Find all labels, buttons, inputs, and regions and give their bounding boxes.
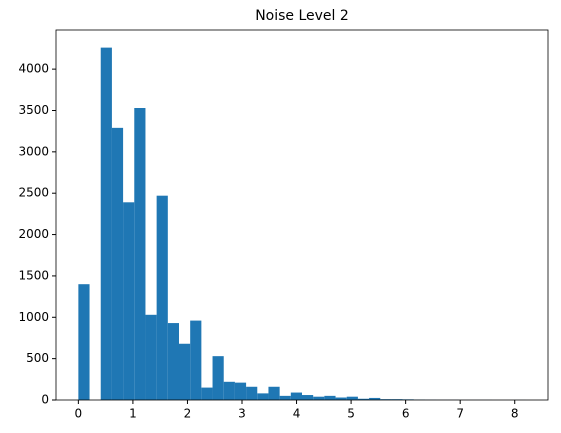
bar [100,47,112,400]
bar [123,202,135,400]
y-tick-label: 500 [26,351,49,365]
x-tick-label: 3 [238,407,246,421]
x-tick-label: 5 [347,407,355,421]
y-tick-label: 1500 [18,268,49,282]
bar [167,323,179,400]
y-tick-label: 4000 [18,62,49,76]
bar [279,395,291,400]
y-tick-label: 1000 [18,310,49,324]
bar [357,398,370,400]
bar [234,382,247,400]
bar [111,127,124,401]
x-tick-label: 4 [293,407,301,421]
x-tick-label: 2 [184,407,192,421]
bar [156,195,168,400]
x-tick-label: 0 [75,407,83,421]
bar [335,397,347,400]
x-tick-label: 7 [456,407,464,421]
bar [179,343,191,400]
bar [369,397,381,400]
bar [190,320,202,400]
bar [302,395,314,400]
x-tick-label: 1 [129,407,137,421]
bar [346,396,358,400]
plot-frame [55,29,549,401]
y-tick-label: 2000 [18,227,49,241]
bar [391,399,403,400]
bar [380,399,392,400]
bar [257,393,269,400]
bar [145,314,157,400]
bar [324,395,336,400]
bar [78,284,90,400]
bar [201,387,213,400]
y-tick-label: 0 [41,393,49,407]
x-tick-label: 8 [511,407,519,421]
chart-title: Noise Level 2 [255,8,349,24]
bar [290,392,302,400]
x-tick-label: 6 [402,407,410,421]
bar [268,386,280,400]
bar [134,108,146,401]
bar [246,386,258,400]
bar [313,396,325,400]
y-tick-label: 3000 [18,144,49,158]
y-tick-label: 2500 [18,186,49,200]
bar [223,381,235,400]
bar [212,356,224,400]
y-tick-label: 3500 [18,103,49,117]
